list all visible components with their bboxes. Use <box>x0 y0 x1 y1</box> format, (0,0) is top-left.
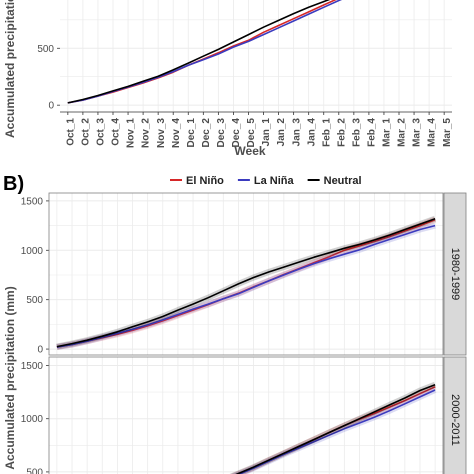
x-tick-label: Oct_3 <box>96 118 107 146</box>
x-tick-label: Nov_1 <box>126 118 137 148</box>
x-tick-label: Dec_4 <box>231 118 242 148</box>
x-tick-label: Feb_3 <box>351 118 362 147</box>
y-tick-label: 1500 <box>21 361 44 372</box>
x-tick-label: Dec_5 <box>246 118 257 148</box>
y-tick-label: 1500 <box>21 196 44 207</box>
x-tick-label: Oct_2 <box>81 118 92 146</box>
panel-a-x-ticks: Oct_1 Oct_2 Oct_3 Oct_4 Nov_1 Nov_2 Nov_3 Nov_4… <box>60 111 453 148</box>
x-tick-label: Jan_2 <box>276 118 287 147</box>
y-tick-label: 1000 <box>21 414 44 425</box>
x-tick-label: Oct_1 <box>65 118 76 146</box>
panel-b-tag: B) <box>3 173 24 195</box>
x-tick-label: Mar_4 <box>427 118 438 147</box>
panel-a-grid <box>60 0 452 112</box>
x-tick-label: Jan_4 <box>306 118 317 147</box>
series-line-neutral <box>67 0 331 104</box>
y-tick-label: 500 <box>26 467 43 474</box>
x-tick-label: Dec_1 <box>186 118 197 148</box>
panel-b-ylabel: Accumulated precipitation (mm) <box>3 286 17 469</box>
facet-2-grid <box>49 357 443 474</box>
x-tick-label: Dec_2 <box>201 118 212 148</box>
facet-1-plot-area <box>49 193 443 355</box>
y-tick-label: 500 <box>37 44 54 55</box>
x-tick-label: Jan_3 <box>291 118 302 147</box>
x-tick-label: Nov_3 <box>156 118 167 148</box>
panel-a-xlabel: Week <box>234 144 265 158</box>
series-line-neutral <box>56 217 436 348</box>
facet-2-y-ticks: 500 1000 1500 <box>21 361 49 474</box>
facet-2-strip-label: 2000-2011 <box>449 394 461 446</box>
y-tick-label: 0 <box>48 101 54 112</box>
x-tick-label: Feb_1 <box>321 118 332 147</box>
x-tick-label: Jan_1 <box>261 118 272 147</box>
panel-b: B) El Niño La Niña Neutral Accumulated pre… <box>3 173 467 474</box>
facet-1-y-ticks: 0 500 1000 1500 <box>21 196 49 356</box>
panel-a-plot-area <box>60 0 452 112</box>
x-tick-label: Mar_3 <box>412 118 423 147</box>
facet-1-strip-label: 1980-1999 <box>449 248 461 301</box>
x-tick-label: Feb_2 <box>336 118 347 147</box>
facet-1-border <box>48 192 444 356</box>
facet-2-strip <box>443 356 467 474</box>
legend-label: Neutral <box>324 175 362 187</box>
legend-label: La Niña <box>254 175 295 187</box>
series-line-la_nina <box>237 389 436 474</box>
x-tick-label: Nov_2 <box>141 118 152 148</box>
legend-label: El Niño <box>186 175 224 187</box>
y-tick-label: 0 <box>37 345 43 356</box>
panel-a-ylabel: Accumulated precipitation <box>3 0 17 138</box>
facet-2-lines <box>229 381 437 474</box>
facet-1-strip <box>443 192 467 356</box>
facet-2-border <box>48 356 444 474</box>
x-tick-label: Mar_2 <box>397 118 408 147</box>
x-tick-label: Mar_1 <box>382 118 393 147</box>
x-tick-label: Mar_5 <box>442 118 453 147</box>
x-tick-label: Feb_4 <box>367 118 378 147</box>
x-tick-label: Nov_4 <box>171 118 182 148</box>
panel-a-lines <box>67 0 343 104</box>
y-tick-label: 1000 <box>21 246 44 257</box>
x-tick-label: Oct_4 <box>111 118 122 146</box>
legend: El Niño La Niña Neutral <box>170 175 362 187</box>
series-line-neutral <box>235 383 436 474</box>
y-tick-label: 500 <box>26 295 43 306</box>
series-line-la_nina <box>56 224 436 348</box>
facet-1-lines <box>56 215 437 351</box>
x-tick-label: Dec_3 <box>216 118 227 148</box>
